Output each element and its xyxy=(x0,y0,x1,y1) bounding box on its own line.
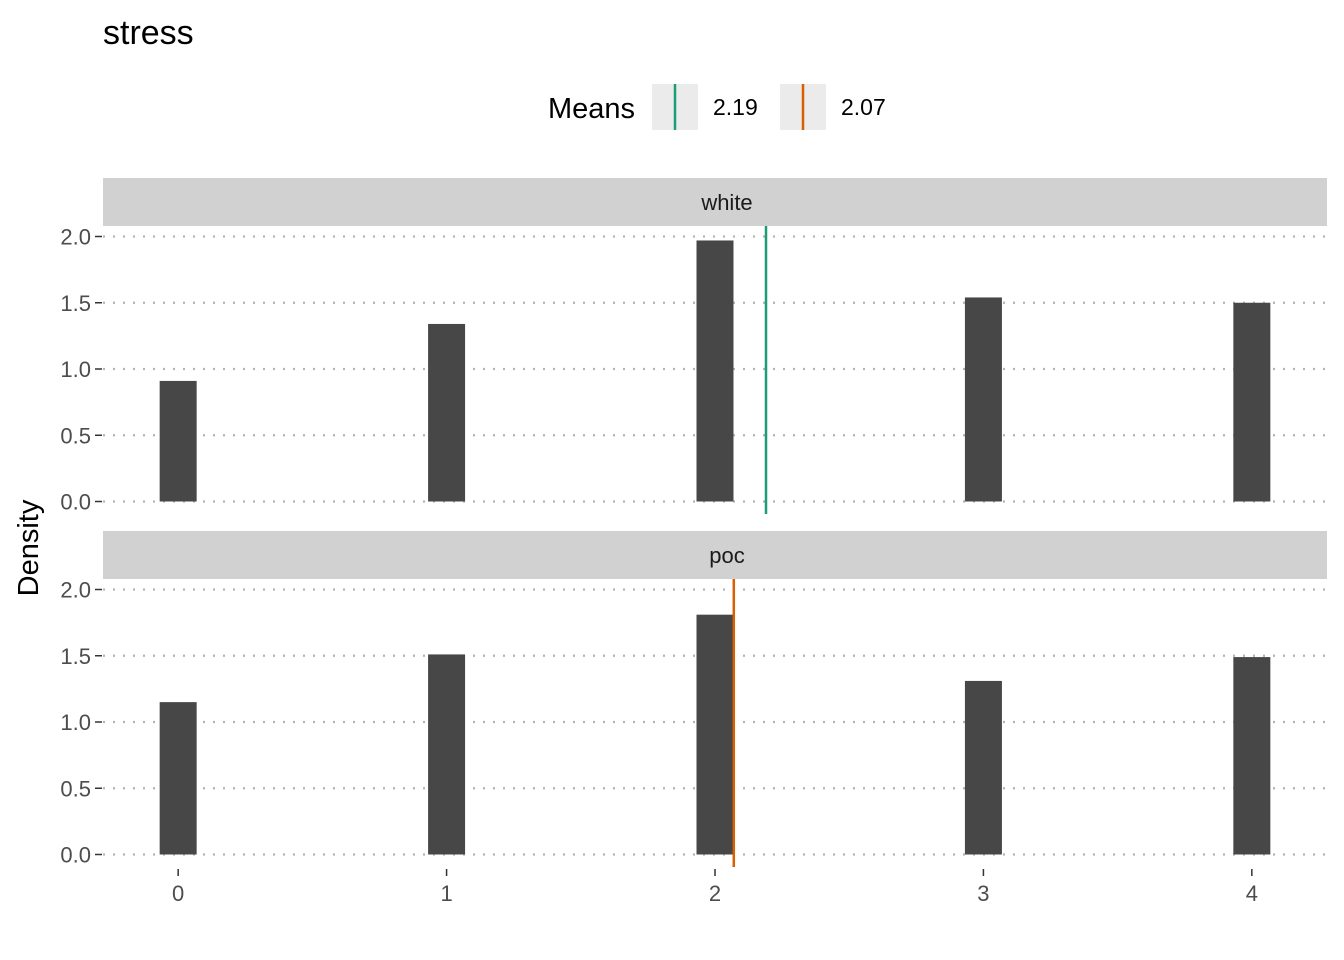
legend-entry-label: 2.07 xyxy=(841,94,886,120)
legend: Means 2.19 2.07 xyxy=(548,84,886,130)
density-bar xyxy=(1233,302,1271,502)
legend-title: Means xyxy=(548,93,635,125)
y-tick-label: 0.0 xyxy=(60,490,91,515)
density-bar xyxy=(964,297,1002,502)
x-tick-label: 0 xyxy=(172,881,184,906)
facet-strip-label: white xyxy=(700,190,752,215)
facet-panel-poc: poc 0.0 0.5 1.0 1.5 2.0 xyxy=(60,531,1327,868)
y-tick-label: 2.0 xyxy=(60,225,91,250)
chart-title: stress xyxy=(103,14,194,52)
x-tick-label: 2 xyxy=(709,881,721,906)
x-tick-label: 4 xyxy=(1246,881,1258,906)
y-tick-label: 1.0 xyxy=(60,357,91,382)
y-tick-label: 2.0 xyxy=(60,578,91,603)
y-tick-label: 0.5 xyxy=(60,423,91,448)
x-tick-label: 1 xyxy=(440,881,452,906)
density-bar xyxy=(428,323,466,502)
density-bar xyxy=(696,614,734,855)
y-tick-label: 0.5 xyxy=(60,776,91,801)
density-bar xyxy=(428,654,466,855)
facet-strip xyxy=(103,531,1327,579)
y-axis-label: Density xyxy=(13,499,45,596)
x-tick-label: 3 xyxy=(977,881,989,906)
y-tick-label: 0.0 xyxy=(60,843,91,868)
facet-panel-white: white 0.0 0.5 1.0 1.5 2.0 xyxy=(60,178,1327,515)
density-bar xyxy=(1233,657,1271,855)
y-tick-label: 1.0 xyxy=(60,710,91,735)
legend-entry-label: 2.19 xyxy=(713,94,758,120)
y-tick-label: 1.5 xyxy=(60,291,91,316)
density-bar xyxy=(964,680,1002,855)
density-bar xyxy=(159,380,197,502)
facet-strip-label: poc xyxy=(709,543,744,568)
density-bar xyxy=(159,702,197,855)
y-tick-label: 1.5 xyxy=(60,644,91,669)
facet-strip xyxy=(103,178,1327,226)
density-bar xyxy=(696,240,734,502)
